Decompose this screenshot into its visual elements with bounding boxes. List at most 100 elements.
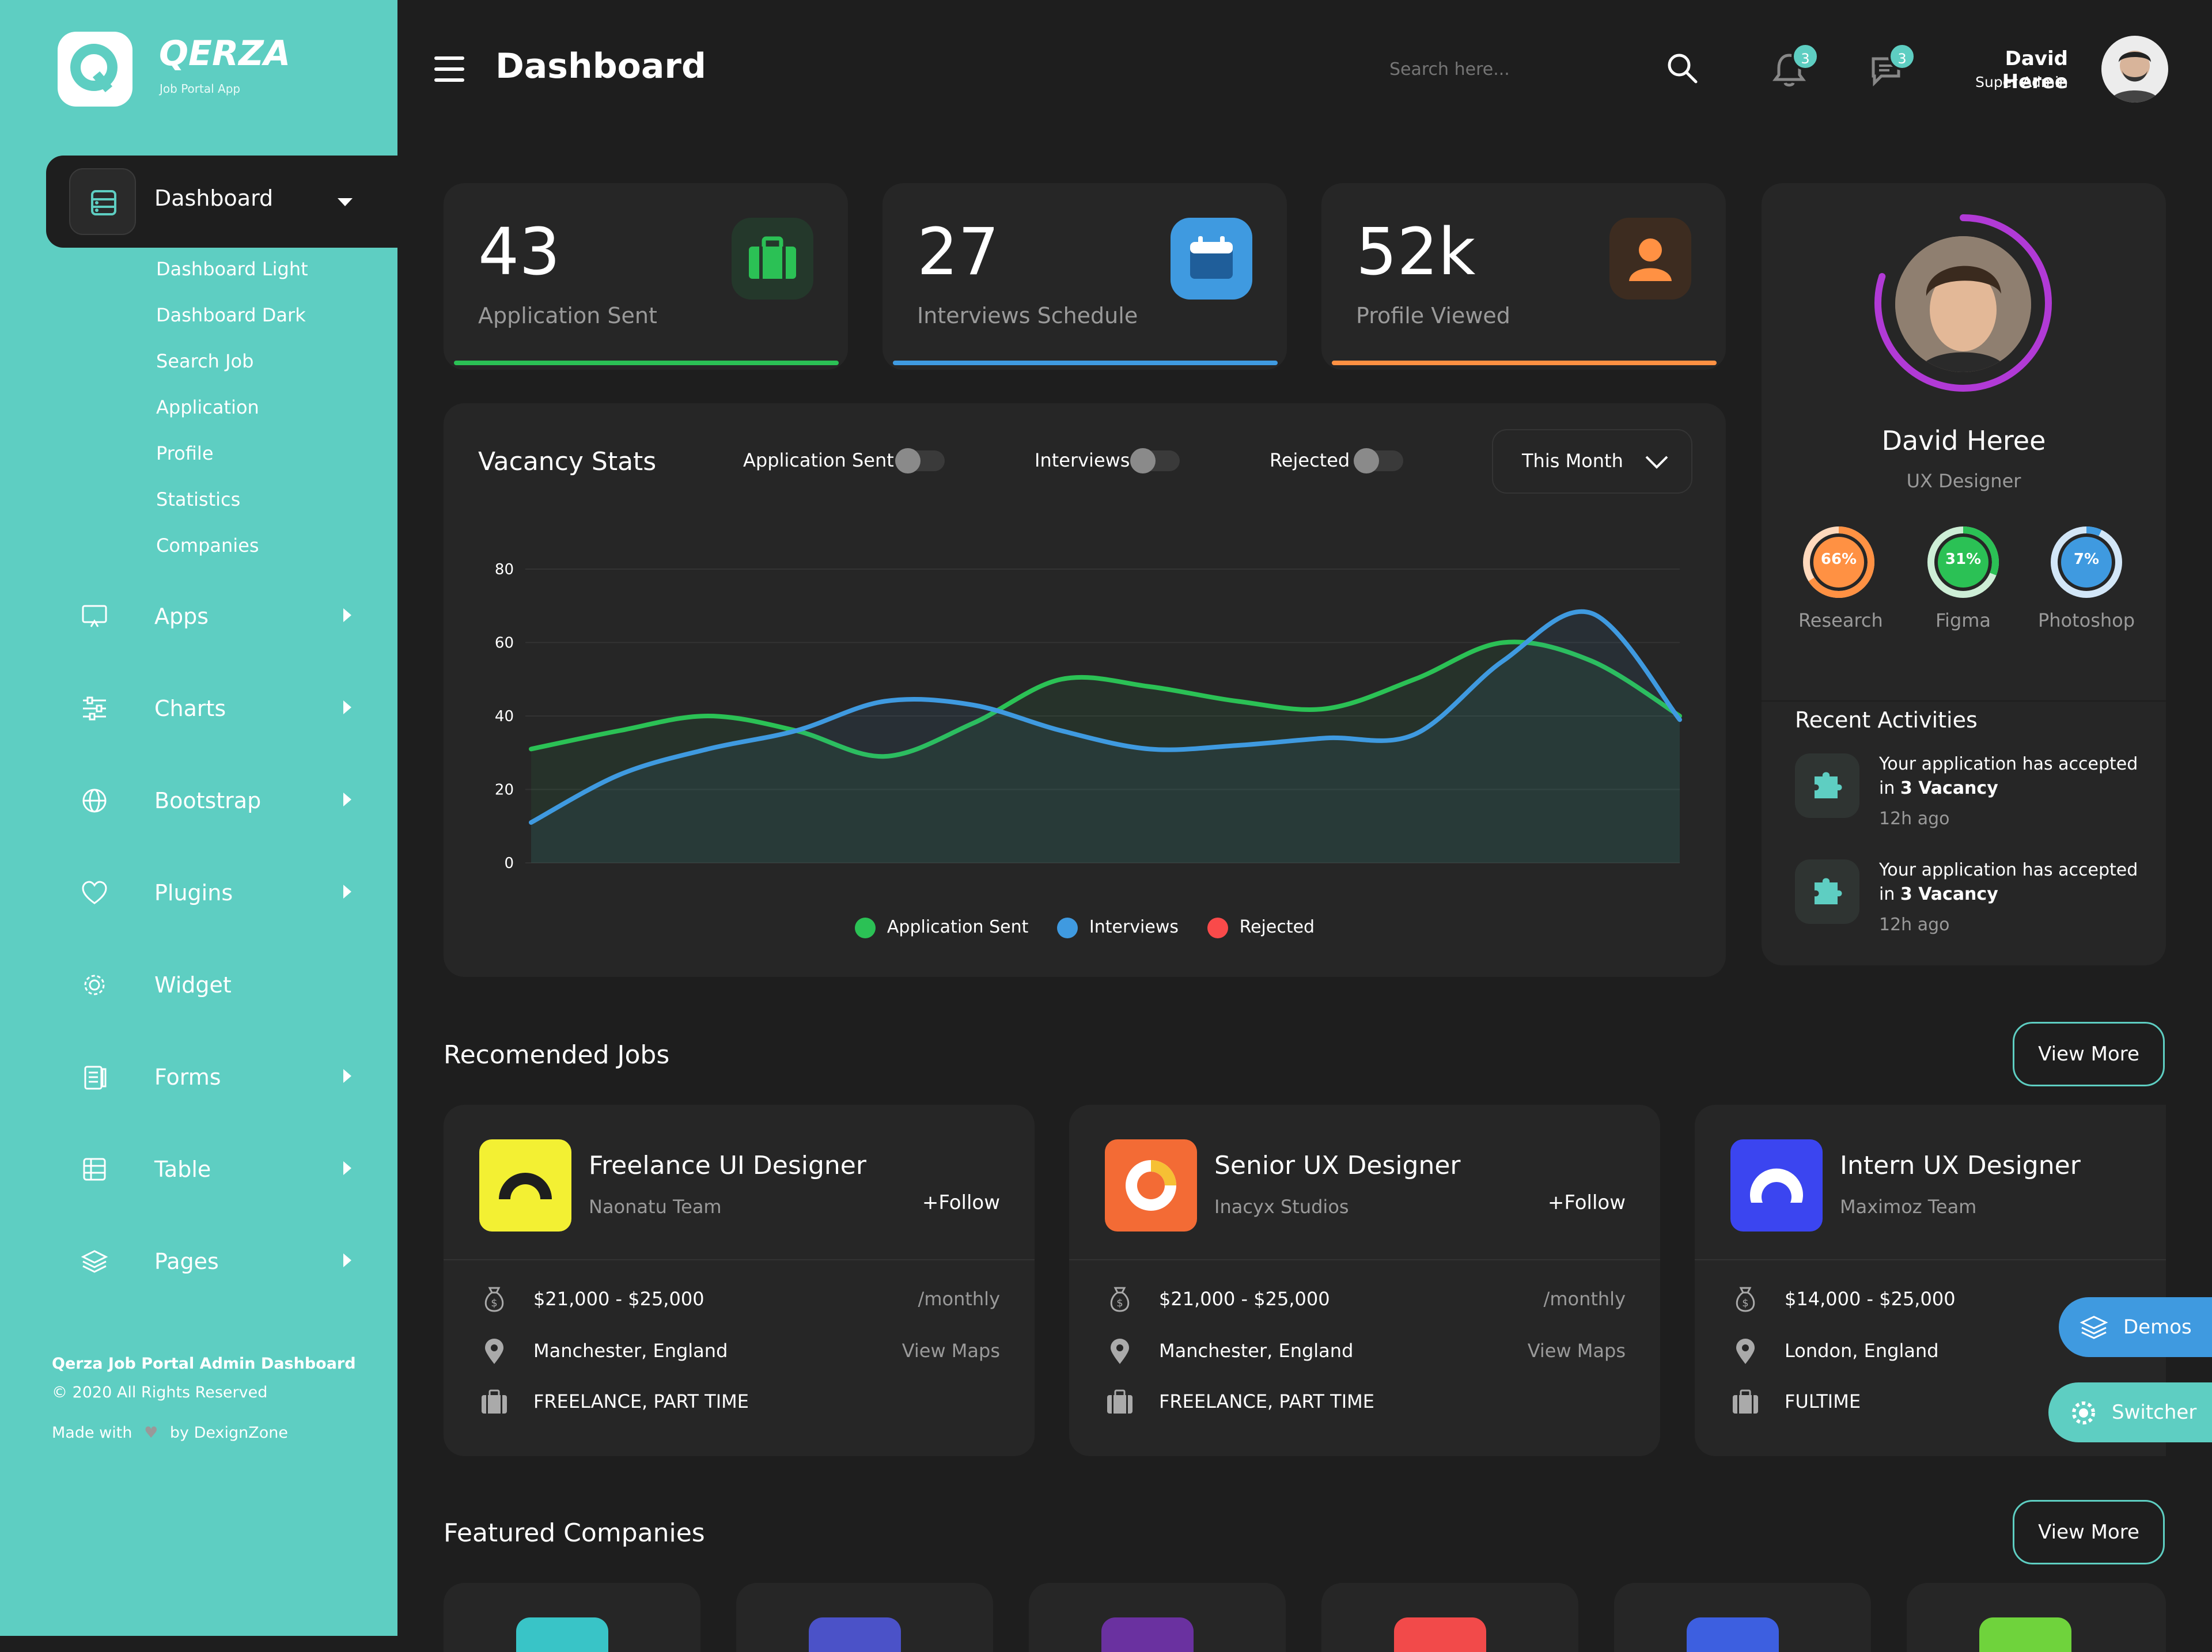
submenu-application[interactable]: Application xyxy=(156,396,259,418)
calendar-icon xyxy=(1171,218,1252,300)
activity-text: Your application has accepted in 3 Vacan… xyxy=(1879,858,2138,907)
toggle-rejected[interactable] xyxy=(1354,448,1403,473)
sidebar-item-dashboard[interactable]: Dashboard xyxy=(46,156,397,248)
sidebar-item-forms[interactable]: Forms xyxy=(0,1047,397,1105)
company-logo xyxy=(1394,1617,1486,1652)
stat-card-interviews[interactable]: 27 Interviews Schedule xyxy=(882,183,1287,370)
switcher-button[interactable]: Switcher xyxy=(2048,1382,2212,1442)
job-card[interactable]: Senior UX Designer Inacyx Studios +Follo… xyxy=(1069,1105,1660,1456)
divider xyxy=(1762,700,2166,702)
avatar[interactable] xyxy=(2101,36,2168,103)
sidebar-item-label: Charts xyxy=(154,696,226,721)
sidebar-item-plugins[interactable]: Plugins xyxy=(0,863,397,920)
sidebar-footer-title: Qerza Job Portal Admin Dashboard xyxy=(52,1355,356,1373)
submenu-profile[interactable]: Profile xyxy=(156,442,214,464)
company-tile[interactable] xyxy=(1907,1583,2166,1652)
sidebar-item-bootstrap[interactable]: Bootstrap xyxy=(0,771,397,828)
series-line-interviews xyxy=(529,609,1682,825)
submenu-companies[interactable]: Companies xyxy=(156,535,259,556)
vacancy-chart: 0 20 40 60 80 xyxy=(495,561,1682,872)
toggle-interviews[interactable] xyxy=(1130,448,1180,473)
sidebar-item-charts[interactable]: Charts xyxy=(0,679,397,736)
stat-underline xyxy=(1332,361,1717,365)
submenu-statistics[interactable]: Statistics xyxy=(156,488,241,510)
profile-role: UX Designer xyxy=(1906,470,2021,492)
job-location: London, England xyxy=(1785,1340,1939,1362)
logo-icon[interactable] xyxy=(58,32,132,107)
view-more-companies-button[interactable]: View More xyxy=(2013,1500,2165,1564)
company-tile[interactable] xyxy=(1614,1583,1871,1652)
toggle-label-applications: Application Sent xyxy=(743,449,894,471)
legend-label: Application Sent xyxy=(887,917,1029,937)
legend-item-interviews[interactable]: Interviews xyxy=(1056,917,1179,938)
notification-badge: 3 xyxy=(1791,43,1819,70)
stat-card-applications[interactable]: 43 Application Sent xyxy=(444,183,848,370)
money-bag-icon: $ xyxy=(1736,1287,1755,1312)
submenu-search-job[interactable]: Search Job xyxy=(156,350,254,372)
sidebar-item-apps[interactable]: Apps xyxy=(0,586,397,644)
header-user-name[interactable]: David Heree xyxy=(2002,47,2068,93)
toggle-label-rejected: Rejected xyxy=(1270,449,1350,471)
range-select-value: This Month xyxy=(1522,450,1623,472)
job-card[interactable]: Freelance UI Designer Naonatu Team +Foll… xyxy=(444,1105,1035,1456)
toggle-applications[interactable] xyxy=(895,448,945,473)
skill-label: Figma xyxy=(1935,609,1991,631)
sidebar-item-table[interactable]: Table xyxy=(0,1139,397,1197)
series-area-application-sent xyxy=(531,642,1680,863)
series-area-interviews xyxy=(531,611,1680,863)
view-more-jobs-button[interactable]: View More xyxy=(2013,1022,2165,1086)
submenu-dashboard-dark[interactable]: Dashboard Dark xyxy=(156,304,306,326)
legend-label: Rejected xyxy=(1239,917,1315,937)
demos-button[interactable]: Demos xyxy=(2059,1297,2212,1357)
skill-research: 66% xyxy=(1798,522,1879,603)
company-logo xyxy=(516,1617,608,1652)
stat-label: Application Sent xyxy=(478,303,657,328)
chevron-right-icon xyxy=(343,793,351,806)
search-input[interactable] xyxy=(1388,52,1653,86)
view-maps-link[interactable]: View Maps xyxy=(1527,1340,1626,1362)
stat-card-profile-views[interactable]: 52k Profile Viewed xyxy=(1321,183,1726,370)
activity-text: Your application has accepted in 3 Vacan… xyxy=(1879,752,2138,801)
job-title: Senior UX Designer xyxy=(1214,1151,1461,1180)
view-maps-link[interactable]: View Maps xyxy=(902,1340,1000,1362)
sidebar-item-label: Bootstrap xyxy=(154,788,262,813)
y-tick-label: 80 xyxy=(495,561,514,578)
divider xyxy=(444,1259,1035,1260)
follow-button[interactable]: +Follow xyxy=(1547,1191,1626,1214)
menu-toggle-icon[interactable] xyxy=(434,56,464,82)
chevron-right-icon xyxy=(343,700,351,714)
sidebar-item-widget[interactable]: Widget xyxy=(0,955,397,1013)
job-location: Manchester, England xyxy=(533,1340,728,1362)
company-tile[interactable] xyxy=(444,1583,700,1652)
chevron-right-icon xyxy=(343,1069,351,1083)
skill-arc xyxy=(1803,526,1874,598)
company-tile[interactable] xyxy=(1321,1583,1578,1652)
search-icon[interactable] xyxy=(1665,51,1699,85)
stat-value: 27 xyxy=(917,215,999,290)
range-select[interactable]: This Month xyxy=(1492,429,1692,494)
company-tile[interactable] xyxy=(1029,1583,1286,1652)
skill-ring xyxy=(1927,526,1999,598)
job-salary: $21,000 - $25,000 xyxy=(533,1288,704,1310)
legend-item-rejected[interactable]: Rejected xyxy=(1207,917,1315,938)
legend-item-applications[interactable]: Application Sent xyxy=(854,917,1029,938)
submenu-dashboard-light[interactable]: Dashboard Light xyxy=(156,258,308,280)
follow-button[interactable]: +Follow xyxy=(922,1191,1000,1214)
sidebar-item-pages[interactable]: Pages xyxy=(0,1232,397,1289)
chevron-down-icon xyxy=(1645,456,1668,469)
chevron-right-icon xyxy=(343,1253,351,1267)
chevron-right-icon xyxy=(343,1161,351,1175)
company-tile[interactable] xyxy=(736,1583,993,1652)
skill-label: Research xyxy=(1798,609,1883,631)
sidebar: QERZA Job Portal App Dashboard Dashboard… xyxy=(0,0,397,1636)
activity-highlight: 3 Vacancy xyxy=(1900,778,1998,798)
profile-photo[interactable] xyxy=(1895,236,2031,372)
activity-prefix: in xyxy=(1879,778,1900,798)
clipboard-icon xyxy=(84,1066,107,1090)
skill-figma: 31% xyxy=(1923,522,2003,603)
brand-subtitle: Job Portal App xyxy=(160,82,241,96)
skill-core xyxy=(1813,537,1864,588)
job-company: Naonatu Team xyxy=(589,1196,722,1218)
skill-ring xyxy=(1803,526,1874,598)
sidebar-item-label: Dashboard xyxy=(154,185,274,211)
